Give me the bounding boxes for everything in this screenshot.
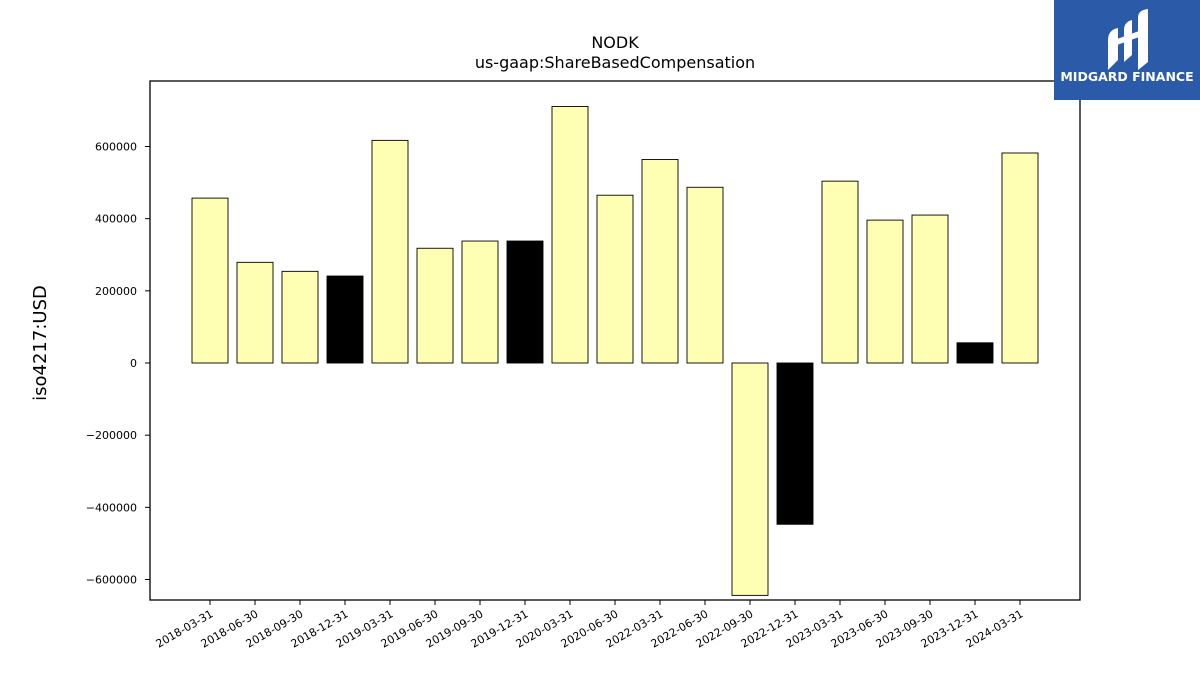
bar-2018-09-30 [281, 270, 319, 364]
bar-2024-03-31 [1001, 152, 1039, 364]
bar-2023-12-31 [956, 342, 994, 364]
bar-2019-06-30 [416, 247, 454, 364]
bar-2022-12-31 [776, 362, 814, 525]
y-tick-label: 400000 [95, 213, 137, 226]
y-tick-label: 0 [130, 357, 137, 370]
chart-title: NODK [591, 33, 639, 52]
plot-frame [149, 80, 1081, 601]
bar-2019-09-30 [461, 240, 499, 364]
bar-2023-03-31 [821, 180, 859, 364]
bar-2019-12-31 [506, 240, 544, 364]
bar-2023-06-30 [866, 219, 904, 364]
bar-2020-03-31 [551, 105, 589, 364]
bar-2018-06-30 [236, 261, 274, 364]
logo-mark-icon: MIDGARD FINANCE [1060, 9, 1194, 84]
y-tick-label: 600000 [95, 141, 137, 154]
y-tick-label: −600000 [86, 574, 137, 587]
y-tick-label: 200000 [95, 285, 137, 298]
bar-2018-03-31 [191, 197, 229, 364]
bar-2020-06-30 [596, 194, 634, 364]
bars-group [191, 105, 1039, 596]
bar-2018-12-31 [326, 275, 364, 364]
bar-2022-09-30 [731, 362, 769, 596]
midgard-finance-logo: MIDGARD FINANCE [1054, 0, 1200, 100]
bar-2019-03-31 [371, 139, 409, 364]
logo-text: MIDGARD FINANCE [1060, 69, 1193, 84]
y-tick-label: −200000 [86, 429, 137, 442]
chart-subtitle: us-gaap:ShareBasedCompensation [475, 53, 755, 72]
bar-2022-03-31 [641, 159, 679, 364]
x-ticks-group: 2018-03-312018-06-302018-09-302018-12-31… [154, 600, 1026, 651]
y-tick-label: −400000 [86, 501, 137, 514]
y-axis-label: iso4217:USD [30, 285, 51, 401]
y-ticks-group: −600000 −400000 −200000 0 200000 400000 600000 [86, 141, 150, 587]
bar-2022-06-30 [686, 186, 724, 364]
bar-2023-09-30 [911, 214, 949, 364]
